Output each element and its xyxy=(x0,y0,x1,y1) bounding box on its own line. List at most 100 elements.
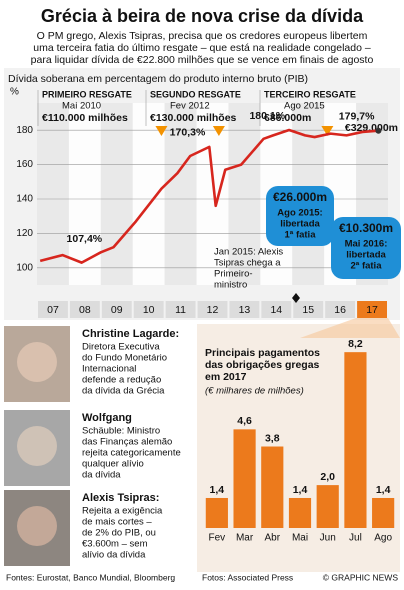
x-tick-label: Mai xyxy=(292,533,308,544)
bar xyxy=(205,497,228,528)
note-marker xyxy=(292,293,300,303)
x-tick-label: 09 xyxy=(111,304,123,316)
x-tick-cell xyxy=(165,301,196,318)
bar xyxy=(316,485,339,528)
x-tick-label: Fev xyxy=(209,533,226,544)
person-text: alívio da dívida xyxy=(82,550,146,561)
person-text: €3.600m – sem xyxy=(82,539,148,550)
bar xyxy=(233,429,256,528)
x-tick-label: 10 xyxy=(143,304,155,316)
bar-title: das obrigações gregas xyxy=(205,359,320,371)
value-label: 4,6 xyxy=(237,415,252,427)
note-text: ministro xyxy=(214,280,247,291)
x-tick-label: 08 xyxy=(79,304,91,316)
x-tick-cell xyxy=(38,301,68,318)
x-tick-label: Ago xyxy=(374,533,392,544)
subtitle: para liquidar dívida de €22.800 milhões … xyxy=(31,54,374,66)
x-tick-label: 12 xyxy=(207,304,219,316)
bar-subtitle: (€ milhares de milhões) xyxy=(205,386,304,397)
bar xyxy=(344,352,367,528)
note-text: Jan 2015: Alexis xyxy=(214,247,283,258)
portrait-face xyxy=(17,506,57,546)
person-text: Rejeita a exigência xyxy=(82,506,163,517)
title: Grécia à beira de nova crise da dívida xyxy=(41,6,364,26)
x-tick-cell xyxy=(133,301,164,318)
x-tick-label: Jul xyxy=(349,533,362,544)
x-tick-cell xyxy=(229,301,260,318)
callout-box xyxy=(266,186,334,246)
callout-text: 1ª fatia xyxy=(285,230,317,241)
value-label: 1,4 xyxy=(210,484,225,496)
callout-amount: €10.300m xyxy=(339,221,393,235)
end-amount: €329.000m xyxy=(345,122,398,134)
person-name: Christine Lagarde: xyxy=(82,328,179,340)
value-label: 8,2 xyxy=(348,338,363,350)
person-text: Diretora Executiva xyxy=(82,342,160,353)
y-tick-label: 160 xyxy=(16,159,33,170)
value-label: 3,8 xyxy=(265,432,280,444)
bar xyxy=(288,497,312,528)
x-tick-cell xyxy=(325,301,356,318)
rescue-marker xyxy=(321,126,334,136)
note-text: Tsipras chega a xyxy=(214,258,281,269)
zoom-connector xyxy=(300,318,400,338)
rescue-date: Fev 2012 xyxy=(170,101,210,112)
x-tick-cell xyxy=(293,301,324,318)
person-text: de 2% do PIB, ou xyxy=(82,528,156,539)
sources: Fontes: Eurostat, Banco Mundial, Bloombe… xyxy=(6,572,175,582)
year-band xyxy=(228,103,261,285)
photos: Fotos: Associated Press xyxy=(202,572,293,582)
person-text: do Fundo Monetário xyxy=(82,353,167,364)
y-tick-label: 120 xyxy=(16,228,33,239)
rescue-title: PRIMEIRO RESGATE xyxy=(42,89,132,99)
bar-title: em 2017 xyxy=(205,371,247,383)
rescue-marker xyxy=(155,126,168,136)
value-label: 180,1% xyxy=(249,110,285,122)
x-tick-label: 15 xyxy=(302,304,314,316)
line-title: Dívida soberana em percentagem do produt… xyxy=(8,73,308,85)
callout-text: Mai 2016: xyxy=(345,239,388,250)
value-label: 2,0 xyxy=(320,471,335,483)
callout-text: libertada xyxy=(280,219,320,230)
value-label: 170,3% xyxy=(170,127,206,139)
x-tick-label: Abr xyxy=(265,533,281,544)
value-label: 107,4% xyxy=(67,233,103,245)
x-tick-label: 17 xyxy=(366,304,378,316)
credit: © GRAPHIC NEWS xyxy=(323,572,399,582)
end-dot xyxy=(375,127,382,134)
x-tick-label: 16 xyxy=(334,304,346,316)
rescue-date: Mai 2010 xyxy=(62,101,101,112)
subtitle: uma terceira fatia do último resgate – q… xyxy=(33,42,371,54)
rescue-amount: €110.000 milhões xyxy=(42,112,128,124)
year-band xyxy=(164,103,197,285)
person-text: das Finanças alemão xyxy=(82,437,172,448)
person-text: defende a redução xyxy=(82,375,161,386)
bar xyxy=(372,497,395,528)
value-label: 179,7% xyxy=(339,110,375,122)
x-tick-label: 11 xyxy=(175,304,186,316)
value-label: 1,4 xyxy=(376,484,391,496)
year-band xyxy=(100,103,133,285)
person-text: de mais cortes – xyxy=(82,517,152,528)
person-text: Internacional xyxy=(82,364,136,375)
callout-text: libertada xyxy=(346,250,386,261)
y-tick-label: 140 xyxy=(16,194,33,205)
person-text: da dívida xyxy=(82,470,121,481)
x-tick-cell xyxy=(357,301,387,318)
person-text: rejeita categoricamente xyxy=(82,448,181,459)
data-line xyxy=(39,128,379,264)
person-name: Wolfgang xyxy=(82,412,132,424)
subtitle: O PM grego, Alexis Tsipras, precisa que … xyxy=(37,30,368,42)
callout-text: 2ª fatia xyxy=(351,261,383,272)
rescue-date: Ago 2015 xyxy=(284,101,325,112)
value-label: 1,4 xyxy=(293,484,308,496)
person-name: Alexis Tsipras: xyxy=(82,492,159,504)
person-text: qualquer alívio xyxy=(82,459,144,470)
note-text: Primeiro- xyxy=(214,269,253,280)
bar xyxy=(261,446,284,528)
x-tick-cell xyxy=(101,301,132,318)
x-tick-cell xyxy=(261,301,292,318)
year-band xyxy=(196,103,229,285)
portrait-face xyxy=(17,426,57,466)
